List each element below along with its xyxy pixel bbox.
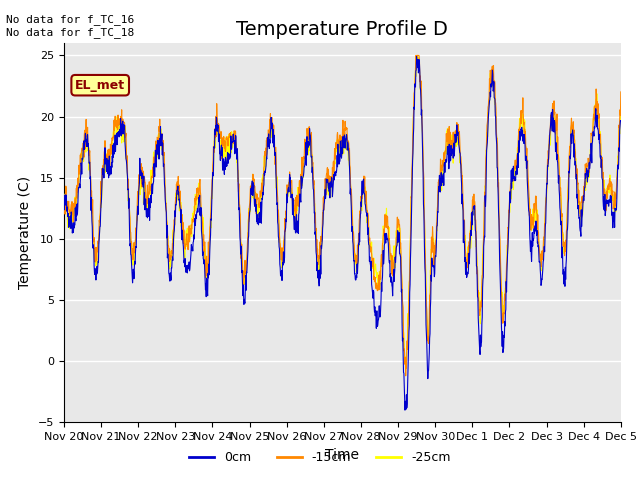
0cm xyxy=(611,215,618,221)
-15cm xyxy=(328,179,335,185)
0cm xyxy=(328,175,335,180)
-15cm xyxy=(556,175,564,180)
-25cm xyxy=(317,245,325,251)
0cm xyxy=(617,119,625,124)
-25cm xyxy=(60,207,68,213)
0cm xyxy=(474,315,482,321)
Title: Temperature Profile D: Temperature Profile D xyxy=(236,20,449,39)
0cm xyxy=(60,207,68,213)
-25cm xyxy=(147,167,155,173)
Line: 0cm: 0cm xyxy=(64,57,621,410)
-15cm xyxy=(611,205,618,211)
0cm xyxy=(147,200,155,206)
Text: No data for f_TC_16
No data for f_TC_18: No data for f_TC_16 No data for f_TC_18 xyxy=(6,14,134,38)
-25cm xyxy=(611,210,618,216)
Y-axis label: Temperature (C): Temperature (C) xyxy=(19,176,33,289)
-25cm xyxy=(474,288,482,293)
-15cm xyxy=(412,52,420,58)
-15cm xyxy=(617,89,625,95)
0cm xyxy=(556,204,564,210)
-25cm xyxy=(617,104,625,110)
-25cm xyxy=(413,52,420,58)
0cm xyxy=(317,243,325,249)
-15cm xyxy=(402,373,410,379)
-15cm xyxy=(317,238,325,243)
Line: -15cm: -15cm xyxy=(64,55,621,376)
Line: -25cm: -25cm xyxy=(64,55,621,362)
-15cm xyxy=(474,288,482,294)
-25cm xyxy=(328,185,335,191)
-15cm xyxy=(147,180,155,186)
0cm xyxy=(413,54,420,60)
0cm xyxy=(401,407,409,413)
-25cm xyxy=(556,175,564,180)
Legend: 0cm, -15cm, -25cm: 0cm, -15cm, -25cm xyxy=(184,446,456,469)
-25cm xyxy=(402,359,410,365)
Text: EL_met: EL_met xyxy=(75,79,125,92)
-15cm xyxy=(60,197,68,203)
X-axis label: Time: Time xyxy=(325,448,360,462)
